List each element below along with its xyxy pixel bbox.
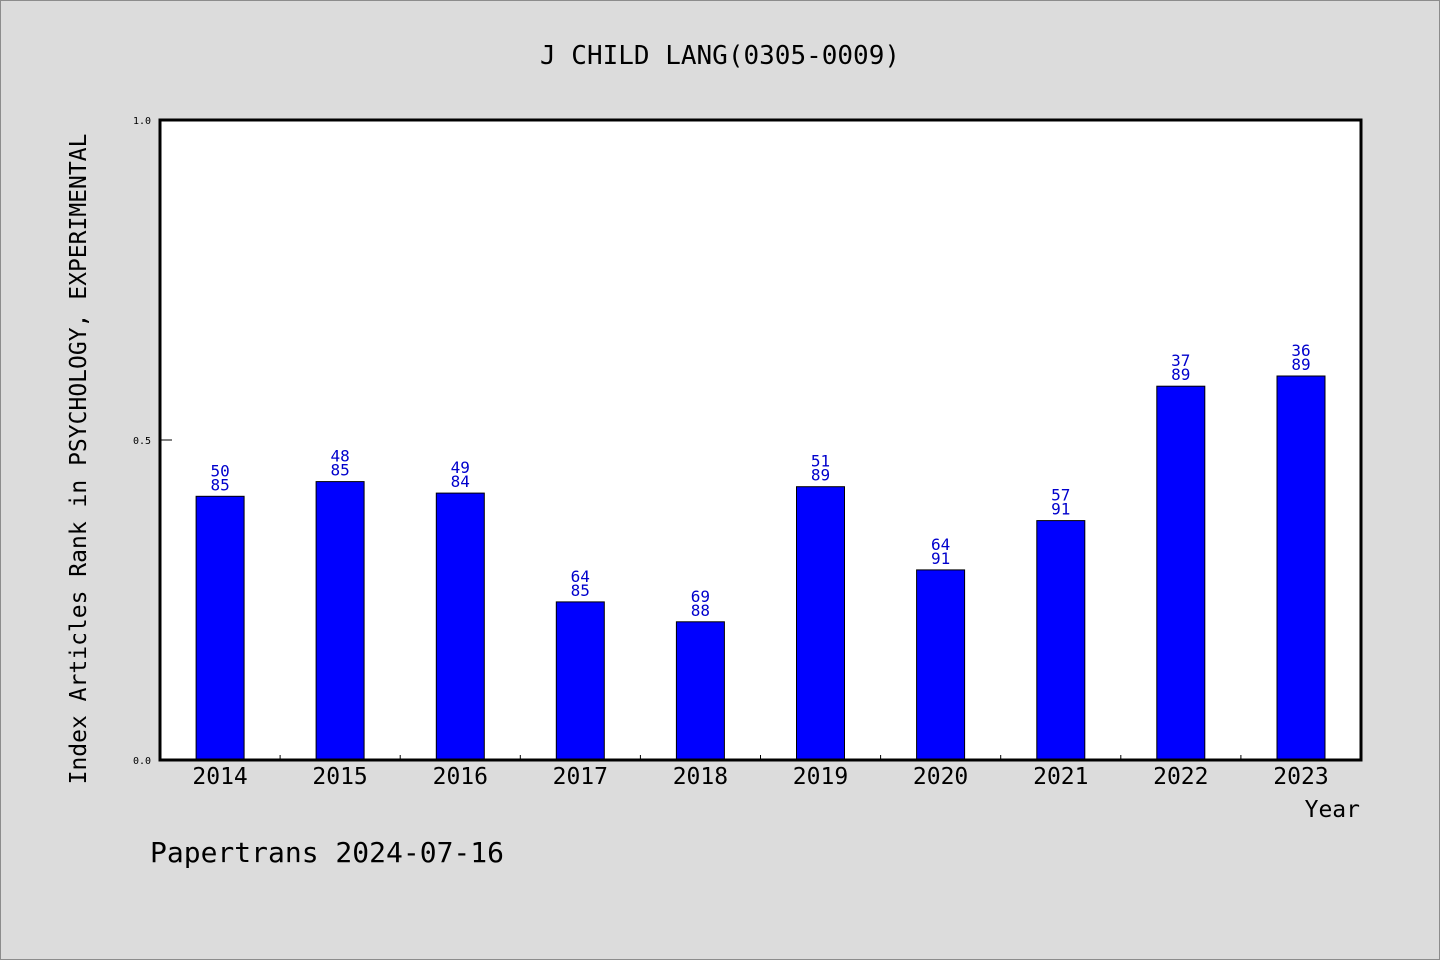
bar-rank-label-2018: 69 [691,587,710,606]
bar-total-label-2017: 85 [571,581,590,600]
bar-2020 [916,569,966,761]
bar-total-label-2018: 88 [691,601,710,620]
bar-total-label-2020: 91 [931,549,950,568]
bar-2017 [555,601,605,761]
bar-2014 [195,495,245,761]
x-tick-label-2017: 2017 [553,764,608,790]
bar-rank-label-2014: 50 [210,461,229,480]
x-tick-label-2015: 2015 [312,764,367,790]
x-tick-label-2020: 2020 [913,764,968,790]
bar-rank-label-2016: 49 [451,458,470,477]
bar-2015 [315,481,365,761]
bar-2018 [675,621,725,761]
bar-rank-label-2020: 64 [931,535,950,554]
bar-2021 [1036,520,1086,761]
x-tick-label-2014: 2014 [192,764,247,790]
y-tick-label-1.0: 1.0 [133,116,151,127]
bar-total-label-2016: 84 [451,472,470,491]
bars-layer [195,375,1326,761]
bar-2016 [435,492,485,761]
bar-total-label-2014: 85 [210,475,229,494]
bar-rank-label-2019: 51 [811,452,830,471]
bar-2023 [1276,375,1326,761]
y-tick-label-0.5: 0.5 [133,436,151,447]
bar-2019 [796,486,845,761]
x-tick-label-2023: 2023 [1273,764,1328,790]
bar-rank-label-2023: 36 [1291,341,1310,360]
x-axis-label: Year [1305,797,1360,823]
x-tick-label-2016: 2016 [433,764,488,790]
y-ticks-layer: 0.0 0.5 1.0 [133,116,172,767]
x-tick-label-2018: 2018 [673,764,728,790]
bar-rank-label-2021: 57 [1051,486,1070,505]
x-tick-label-2019: 2019 [793,764,848,790]
bar-rank-label-2022: 37 [1171,351,1190,370]
bar-total-label-2021: 91 [1051,500,1070,519]
bar-rank-label-2015: 48 [330,447,349,466]
y-axis-label: Index Articles Rank in PSYCHOLOGY, EXPER… [66,134,92,785]
bar-total-label-2019: 89 [811,466,830,485]
bar-2022 [1156,385,1206,761]
chart-title: J CHILD LANG(0305-0009) [540,41,900,71]
x-tick-label-2022: 2022 [1153,764,1208,790]
bar-total-label-2015: 85 [330,461,349,480]
y-tick-label-0.0: 0.0 [133,756,151,767]
x-ticks-layer: 2014 2015 2016 2017 2018 2019 2020 2021 2022 2023 [192,755,1329,790]
bar-total-label-2023: 89 [1291,355,1310,374]
footer-credit: Papertrans 2024-07-16 [150,836,504,869]
plot-border [158,118,1363,762]
x-tick-label-2021: 2021 [1033,764,1088,790]
bar-rank-label-2017: 64 [571,567,590,586]
bar-total-label-2022: 89 [1171,365,1190,384]
